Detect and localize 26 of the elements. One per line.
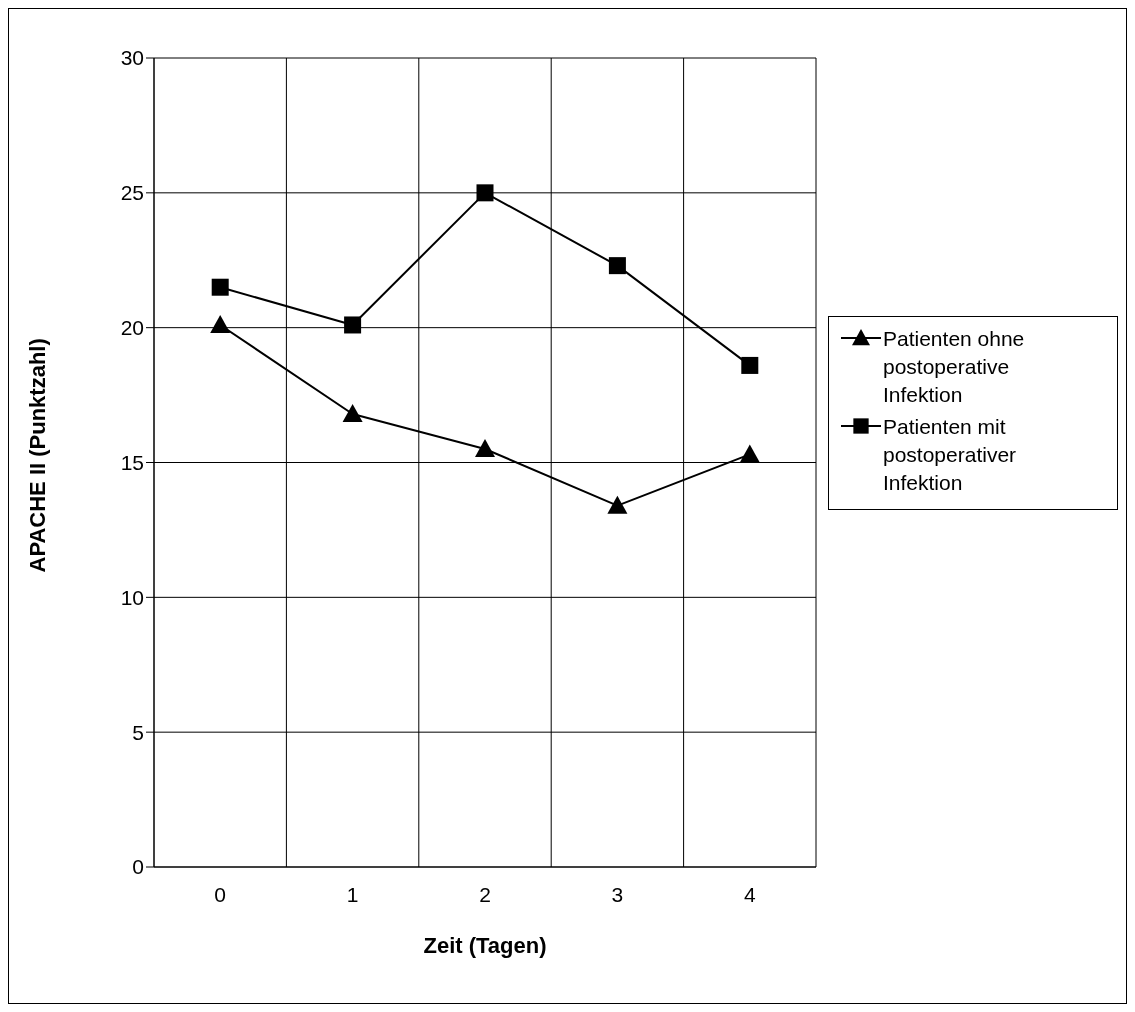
point (344, 316, 362, 334)
point (739, 444, 760, 463)
y-axis-title: APACHE II (Punktzahl) (24, 338, 50, 573)
y-tick-label: 5 (132, 720, 144, 744)
point (607, 495, 628, 514)
y-tick-label: 25 (120, 181, 144, 205)
x-tick-label: 3 (611, 882, 624, 906)
legend-label: Patienten ohne postoperative Infektion (883, 326, 1026, 408)
y-tick-label: 15 (120, 450, 144, 474)
legend-label: Patienten mit postoperativer Infektion (883, 414, 1018, 496)
point (475, 439, 495, 458)
point (211, 278, 229, 296)
y-tick-label: 0 (132, 855, 144, 879)
y-tick-label: 20 (120, 316, 144, 340)
point (608, 257, 626, 275)
x-tick-label: 0 (214, 882, 227, 906)
point (476, 184, 494, 202)
point (210, 314, 231, 333)
x-tick-label: 2 (479, 882, 491, 906)
y-tick-label: 30 (120, 46, 144, 70)
x-tick-label: 4 (743, 882, 756, 906)
y-tick-label: 10 (120, 585, 144, 609)
x-axis-title: Zeit (Tagen) (423, 932, 547, 958)
x-tick-label: 1 (346, 882, 359, 906)
point (342, 403, 363, 422)
point (741, 356, 759, 374)
